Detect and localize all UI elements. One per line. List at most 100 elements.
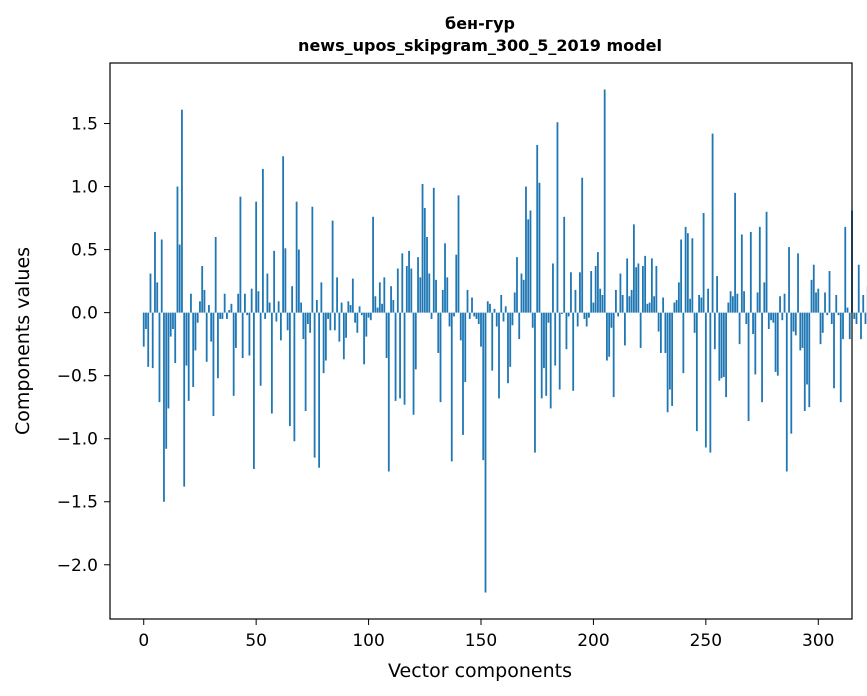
bar-10 [165,312,168,449]
bar-250 [704,312,707,448]
bar-278 [767,312,770,330]
bar-164 [511,312,514,326]
bar-177 [540,312,543,399]
bar-13 [172,312,174,330]
bar-30 [210,312,213,342]
bar-190 [570,272,572,313]
bar-8 [160,239,163,313]
bar-14 [174,312,177,364]
bar-271 [752,312,754,335]
bar-207 [608,312,611,357]
bar-246 [695,312,698,432]
bar-254 [713,312,716,350]
bar-163 [509,312,512,367]
bar-54 [264,312,267,319]
bar-130 [435,279,437,313]
bar-120 [412,312,415,415]
bar-308 [835,294,838,313]
x-tick-label: 300 [802,631,834,651]
bar-50 [255,201,258,313]
bar-251 [707,288,709,313]
x-tick-label: 150 [465,631,497,651]
bar-71 [302,312,305,340]
bar-122 [417,257,419,313]
bar-15 [176,186,179,313]
y-axis-label: Components values [12,247,34,435]
bar-294 [803,312,806,411]
bar-307 [833,312,835,389]
bar-46 [246,312,249,316]
bar-258 [722,312,725,377]
bar-209 [612,312,615,398]
bar-255 [716,276,718,313]
bar-221 [639,312,642,348]
bar-283 [779,296,781,313]
bar-282 [776,312,779,376]
bar-45 [244,293,246,313]
bar-262 [731,296,734,313]
bar-138 [453,312,455,317]
bar-116 [403,312,406,405]
bar-264 [736,293,739,313]
bar-127 [428,273,431,313]
bar-280 [772,312,775,323]
bar-321 [864,312,867,324]
bar-42 [237,293,240,313]
bar-99 [365,312,368,337]
bar-96 [358,306,361,313]
plot-frame [109,62,853,620]
bar-53 [262,168,264,313]
bar-291 [797,253,799,313]
bar-155 [491,312,494,371]
bar-231 [662,297,665,313]
bar-319 [860,312,862,340]
bar-236 [673,302,676,313]
bar-219 [635,267,638,313]
bar-48 [250,288,253,313]
x-tick-label: 0 [138,631,149,651]
bar-109 [387,312,390,472]
bar-195 [581,177,584,313]
bar-20 [187,312,190,401]
bar-316 [853,312,856,319]
bar-222 [641,265,644,313]
bar-52 [259,312,262,386]
bar-286 [785,312,788,472]
bar-311 [842,312,844,340]
chart-title-line1: бен-гур [445,14,515,33]
bar-43 [239,196,242,313]
bar-107 [383,277,386,313]
bar-28 [205,312,208,362]
bar-7 [158,312,161,403]
bar-296 [808,312,811,408]
y-axis-ticks: −2.0 −1.5 −1.0 −0.5 0.0 0.5 1.0 1.5 [57,115,110,576]
bar-180 [547,312,550,323]
bar-150 [480,312,482,347]
bar-256 [718,312,721,381]
bar-36 [223,293,226,313]
bar-61 [279,312,282,341]
bar-98 [363,312,365,365]
bar-237 [675,300,678,313]
bar-196 [583,312,586,319]
bar-139 [455,254,458,313]
bar-149 [477,312,480,324]
bar-102 [372,216,374,313]
bar-94 [354,312,356,323]
bar-203 [599,288,602,313]
bar-208 [610,312,613,328]
bar-49 [253,312,255,469]
bar-216 [628,296,631,313]
bar-108 [385,312,388,359]
bar-2 [147,312,150,367]
y-tick-label: 0.0 [71,304,98,324]
bar-253 [711,133,714,313]
bar-220 [637,263,640,313]
bar-224 [646,303,649,313]
bar-22 [192,312,195,388]
bar-51 [257,291,260,313]
bar-68 [295,201,298,313]
bar-298 [812,264,815,313]
bar-166 [516,257,518,313]
bar-105 [378,282,381,313]
